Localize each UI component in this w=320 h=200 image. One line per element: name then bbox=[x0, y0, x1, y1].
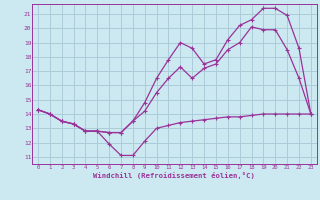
X-axis label: Windchill (Refroidissement éolien,°C): Windchill (Refroidissement éolien,°C) bbox=[93, 172, 255, 179]
